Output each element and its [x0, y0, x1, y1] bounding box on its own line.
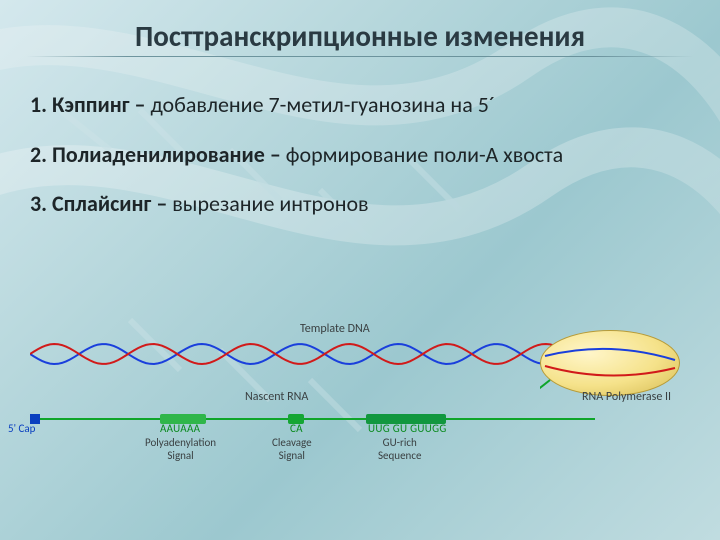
label-five-cap: 5' Cap: [8, 422, 35, 435]
diagram: Template DNA Nascent RNA RNA Polymerase …: [0, 310, 720, 480]
label-rna-pol: RNA Polymerase II: [582, 390, 671, 404]
item-desc: добавление 7-метил-гуанозина на 5´: [150, 91, 495, 118]
label-aauaaa: AAUAAA: [160, 422, 200, 435]
title-underline: [26, 56, 694, 57]
title-block: Посттранскрипционные изменения: [0, 0, 720, 65]
list-item: 2. Полиаденилирование – формирование пол…: [30, 141, 690, 169]
label-gu-rich: GU-rich Sequence: [378, 436, 421, 462]
item-num: 1.: [30, 91, 47, 118]
item-term: Полиаденилирование: [52, 141, 265, 168]
label-gu-seq: UUG GU GUUGG: [368, 422, 447, 435]
label-cleavage-signal: Cleavage Signal: [272, 436, 312, 462]
item-desc: формирование поли-А хвоста: [286, 141, 563, 168]
nascent-rna-line: [30, 418, 595, 420]
rna-polymerase: [540, 330, 680, 396]
item-term: Сплайсинг: [52, 190, 151, 217]
item-desc: вырезание интронов: [172, 190, 368, 217]
item-num: 2.: [30, 141, 47, 168]
label-nascent-rna: Nascent RNA: [245, 390, 308, 404]
content: 1. Кэппинг – добавление 7-метил-гуанозин…: [0, 65, 720, 218]
label-ca: CA: [290, 422, 303, 435]
list-item: 1. Кэппинг – добавление 7-метил-гуанозин…: [30, 91, 690, 119]
item-sep: –: [265, 141, 286, 168]
label-template-dna: Template DNA: [300, 322, 370, 336]
item-num: 3.: [30, 190, 47, 217]
list-item: 3. Сплайсинг – вырезание интронов: [30, 190, 690, 218]
item-sep: –: [130, 91, 151, 118]
label-poly-signal: Polyadenylation Signal: [145, 436, 216, 462]
item-sep: –: [151, 190, 172, 217]
polymerase-internals: [540, 330, 680, 396]
template-dna-helix: [30, 342, 570, 366]
item-term: Кэппинг: [52, 91, 130, 118]
page-title: Посттранскрипционные изменения: [135, 18, 585, 54]
